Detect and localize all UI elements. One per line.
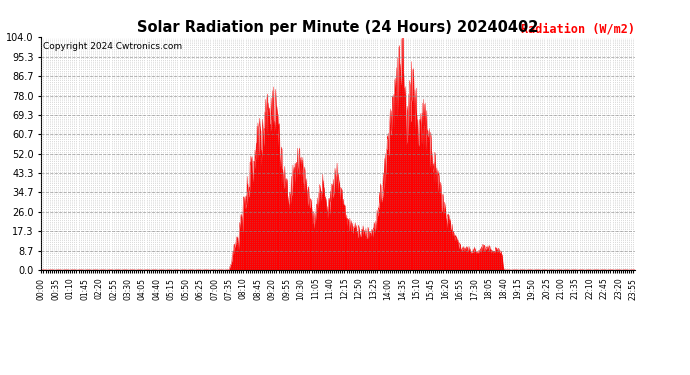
Text: Copyright 2024 Cwtronics.com: Copyright 2024 Cwtronics.com	[43, 42, 181, 51]
Title: Solar Radiation per Minute (24 Hours) 20240402: Solar Radiation per Minute (24 Hours) 20…	[137, 20, 539, 35]
Text: Radiation (W/m2): Radiation (W/m2)	[521, 22, 635, 35]
